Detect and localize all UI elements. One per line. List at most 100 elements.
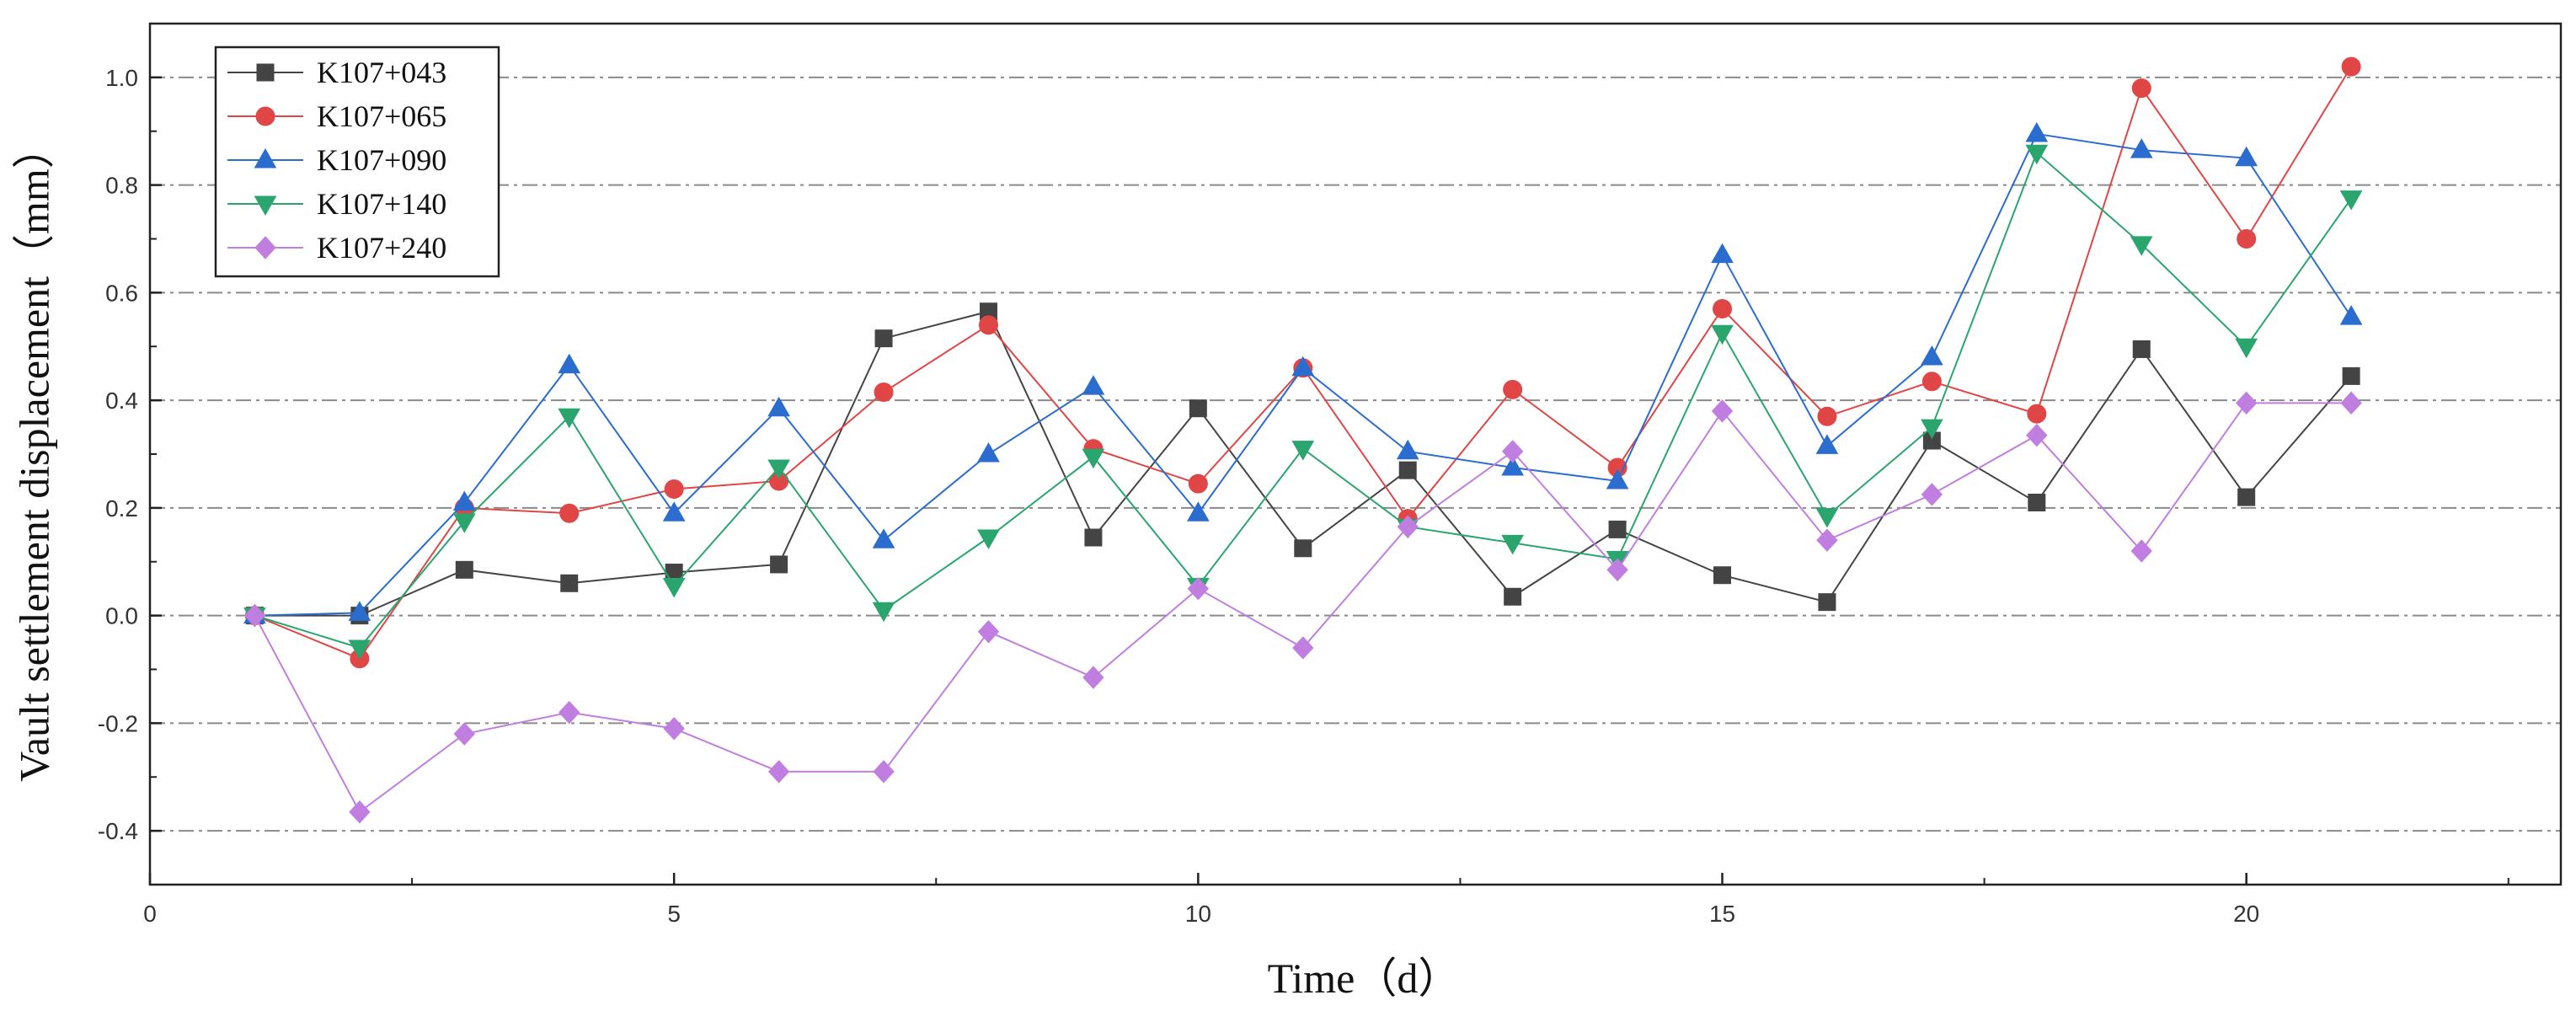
plot-frame — [148, 22, 2563, 886]
data-point — [1188, 473, 1208, 494]
data-point — [2342, 366, 2360, 385]
data-point — [1504, 587, 1522, 606]
data-point — [978, 315, 998, 335]
data-point — [2130, 138, 2153, 158]
data-point — [348, 639, 371, 660]
data-point — [2131, 78, 2151, 99]
data-point — [977, 441, 1000, 463]
data-point — [1397, 515, 1419, 538]
data-point — [1501, 455, 1525, 476]
data-point — [243, 603, 266, 628]
series-K107+043 — [245, 302, 2360, 625]
data-point — [1921, 419, 1943, 440]
x-tick-label: 0 — [143, 901, 157, 927]
data-point — [767, 396, 790, 417]
series-line — [254, 402, 2352, 814]
legend-label: K107+240 — [317, 231, 446, 265]
legend-marker — [254, 147, 277, 168]
data-point — [662, 577, 686, 598]
data-point — [1082, 375, 1105, 395]
legend-item: K107+043 — [227, 56, 446, 89]
data-point — [1711, 399, 1734, 423]
data-point — [1503, 379, 1523, 399]
data-point — [2130, 539, 2152, 563]
data-point — [1711, 243, 1734, 264]
data-point — [1501, 534, 1525, 555]
data-point — [1082, 448, 1105, 469]
legend-label: K107+090 — [317, 143, 446, 177]
y-tick-label: 0.2 — [105, 495, 138, 522]
data-point — [1398, 461, 1417, 479]
legend-item: K107+140 — [227, 187, 446, 221]
data-point — [977, 620, 1000, 644]
x-tick-label: 10 — [1185, 901, 1211, 927]
legend-marker — [255, 106, 275, 126]
data-point — [874, 382, 894, 403]
data-point — [2025, 144, 2049, 165]
data-point — [767, 760, 790, 784]
x-tick-label: 20 — [2233, 901, 2259, 927]
x-axis-title: Time（d） — [1268, 955, 1461, 1002]
data-point — [2235, 338, 2258, 359]
data-point — [558, 700, 580, 725]
data-point — [662, 501, 686, 522]
data-point — [1189, 399, 1207, 418]
legend-label: K107+043 — [317, 56, 446, 89]
data-point — [452, 490, 476, 511]
data-point — [874, 329, 893, 348]
gridlines — [150, 76, 2561, 832]
data-point — [2132, 340, 2151, 358]
legend-marker — [256, 63, 275, 82]
axes: -0.4 -0.2 0.0 0.2 0.4 0.6 0.8 1.0 0 5 10 15 20 — [98, 23, 2509, 927]
data-point — [1921, 483, 1943, 506]
data-point — [1291, 441, 1315, 461]
data-point — [453, 722, 475, 746]
data-point — [559, 503, 580, 523]
data-point — [1084, 528, 1103, 547]
legend-item: K107+240 — [227, 231, 446, 265]
data-point — [1186, 501, 1210, 522]
x-tick-label: 15 — [1709, 901, 1735, 927]
data-point — [2339, 190, 2363, 211]
data-point — [2130, 236, 2153, 256]
data-point — [1815, 434, 1839, 454]
legend-marker — [254, 195, 277, 217]
y-tick-label: 1.0 — [105, 65, 138, 91]
data-point — [1921, 345, 1943, 366]
data-point — [2028, 493, 2046, 511]
data-point — [1291, 356, 1315, 377]
data-point — [1711, 324, 1734, 345]
legend-item: K107+065 — [227, 99, 446, 133]
y-tick-label: 0.8 — [105, 173, 138, 199]
data-point — [452, 513, 476, 533]
data-point — [770, 555, 788, 574]
data-point — [2341, 56, 2361, 77]
data-point — [1606, 558, 1628, 582]
data-point — [1294, 539, 1312, 558]
series-K107+090 — [243, 121, 2363, 624]
data-point — [1396, 439, 1419, 460]
data-point — [2340, 391, 2362, 415]
data-point — [1292, 636, 1314, 660]
data-point — [348, 601, 371, 621]
data-point — [664, 479, 684, 500]
data-point — [1082, 666, 1104, 689]
data-point — [349, 800, 371, 824]
y-tick-label: -0.4 — [98, 818, 138, 844]
data-point — [1713, 299, 1733, 319]
legend-item: K107+090 — [227, 143, 446, 177]
y-axis-title: Vault settlement displacement（mm） — [10, 126, 57, 782]
legend-label: K107+065 — [317, 99, 446, 133]
data-point — [1818, 593, 1836, 612]
data-point — [560, 574, 579, 592]
data-point — [1608, 520, 1627, 538]
data-point — [1816, 528, 1838, 552]
data-point — [2339, 305, 2363, 325]
legend-marker — [254, 236, 276, 259]
y-tick-label: 0.4 — [105, 388, 138, 414]
data-point — [2025, 121, 2049, 142]
data-point — [2026, 423, 2048, 447]
data-point — [2237, 488, 2256, 506]
series-K107+240 — [243, 391, 2362, 824]
